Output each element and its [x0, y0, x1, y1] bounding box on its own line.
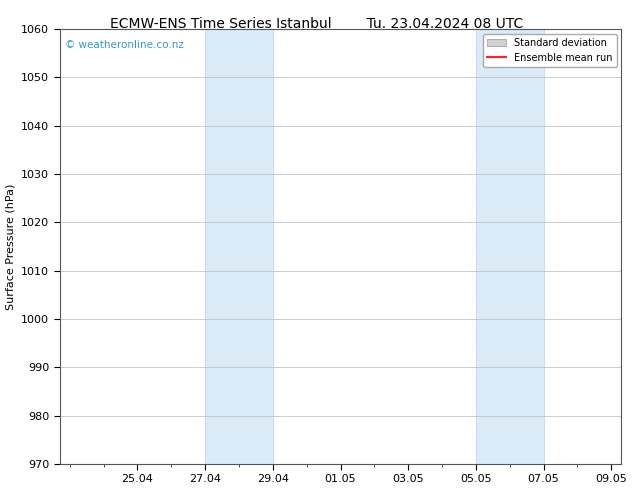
Legend: Standard deviation, Ensemble mean run: Standard deviation, Ensemble mean run [483, 34, 617, 67]
Text: © weatheronline.co.nz: © weatheronline.co.nz [65, 40, 184, 50]
Bar [476, 29, 543, 464]
Bar [205, 29, 273, 464]
Y-axis label: Surface Pressure (hPa): Surface Pressure (hPa) [6, 183, 16, 310]
Text: ECMW-ENS Time Series Istanbul        Tu. 23.04.2024 08 UTC: ECMW-ENS Time Series Istanbul Tu. 23.04.… [110, 17, 524, 31]
